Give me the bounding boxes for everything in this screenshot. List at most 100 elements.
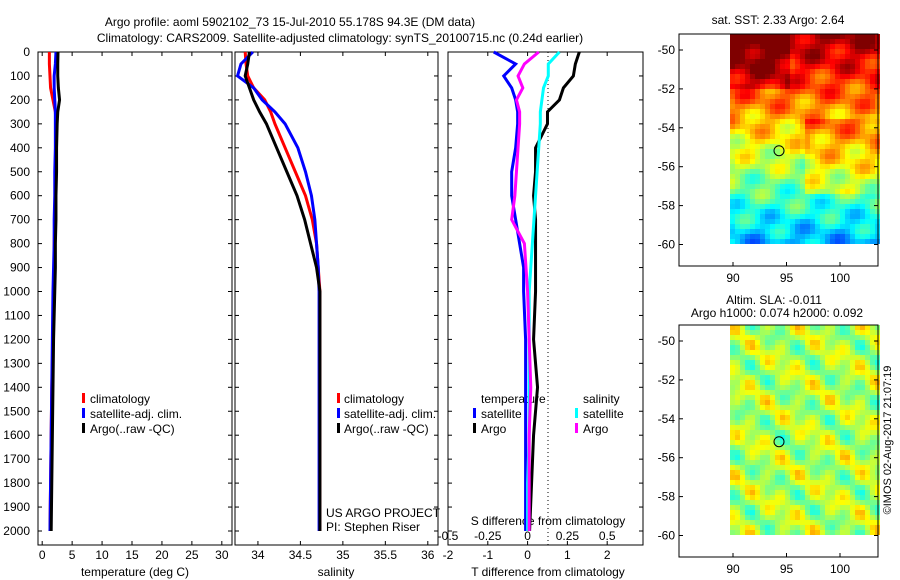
heatmap-cell — [765, 415, 770, 420]
heatmap-cell — [780, 119, 785, 124]
heatmap-cell — [855, 380, 860, 385]
heatmap-cell — [840, 159, 845, 164]
heatmap-cell — [755, 420, 760, 425]
heatmap-cell — [730, 69, 735, 74]
heatmap-cell — [735, 184, 740, 189]
heatmap-cell — [785, 64, 790, 69]
heatmap-cell — [845, 380, 850, 385]
heatmap-cell — [765, 89, 770, 94]
heatmap-cell — [825, 209, 830, 214]
heatmap-cell — [790, 425, 795, 430]
heatmap-cell — [755, 390, 760, 395]
heatmap-cell — [805, 84, 810, 89]
heatmap-cell — [730, 445, 735, 450]
heatmap-cell — [815, 435, 820, 440]
heatmap-cell — [735, 495, 740, 500]
heatmap-cell — [785, 214, 790, 219]
heatmap-cell — [805, 425, 810, 430]
heatmap-cell — [780, 505, 785, 510]
heatmap-cell — [835, 420, 840, 425]
heatmap-cell — [825, 330, 830, 335]
heatmap-cell — [775, 510, 780, 515]
heatmap-cell — [785, 515, 790, 520]
heatmap-cell — [760, 405, 765, 410]
heatmap-cell — [770, 104, 775, 109]
heatmap-cell — [840, 370, 845, 375]
heatmap-cell — [735, 470, 740, 475]
heatmap-cell — [815, 209, 820, 214]
heatmap-cell — [805, 124, 810, 129]
heatmap-cell — [785, 94, 790, 99]
heatmap-cell — [740, 445, 745, 450]
heatmap-cell — [730, 420, 735, 425]
heatmap-cell — [860, 94, 865, 99]
depth-tick-label: 1800 — [3, 476, 30, 490]
heatmap-cell — [745, 370, 750, 375]
heatmap-cell — [865, 415, 870, 420]
heatmap-cell — [750, 505, 755, 510]
heatmap-cell — [835, 385, 840, 390]
heatmap-cell — [850, 179, 855, 184]
heatmap-cell — [810, 139, 815, 144]
heatmap-cell — [735, 335, 740, 340]
heatmap-cell — [750, 530, 755, 535]
heatmap-cell — [740, 74, 745, 79]
heatmap-cell — [785, 169, 790, 174]
heatmap-cell — [760, 340, 765, 345]
depth-tick-label: 500 — [10, 165, 30, 179]
heatmap-cell — [785, 460, 790, 465]
heatmap-cell — [780, 134, 785, 139]
heatmap-cell — [835, 214, 840, 219]
heatmap-cell — [765, 94, 770, 99]
heatmap-cell — [780, 69, 785, 74]
heatmap-cell — [860, 405, 865, 410]
heatmap-cell — [825, 139, 830, 144]
depth-tick-label: 900 — [10, 261, 30, 275]
legend-label-argo: Argo(..raw -QC) — [344, 422, 429, 436]
heatmap-cell — [830, 94, 835, 99]
heatmap-cell — [795, 530, 800, 535]
heatmap-cell — [865, 74, 870, 79]
heatmap-cell — [730, 139, 735, 144]
heatmap-cell — [850, 360, 855, 365]
heatmap-cell — [750, 420, 755, 425]
legend-label-t-satellite: satellite — [481, 407, 522, 421]
heatmap-cell — [765, 204, 770, 209]
heatmap-cell — [775, 475, 780, 480]
depth-tick-label: 800 — [10, 237, 30, 251]
heatmap-cell — [810, 525, 815, 530]
heatmap-cell — [785, 224, 790, 229]
heatmap-cell — [810, 99, 815, 104]
heatmap-cell — [750, 410, 755, 415]
s-diff-tick-label: -0.5 — [438, 529, 459, 543]
heatmap-cell — [790, 74, 795, 79]
heatmap-cell — [750, 495, 755, 500]
heatmap-cell — [785, 164, 790, 169]
heatmap-cell — [765, 34, 770, 39]
heatmap-cell — [750, 144, 755, 149]
heatmap-cell — [805, 415, 810, 420]
heatmap-cell — [795, 410, 800, 415]
heatmap-cell — [750, 219, 755, 224]
heatmap-cell — [730, 214, 735, 219]
heatmap-cell — [860, 440, 865, 445]
heatmap-cell — [815, 450, 820, 455]
heatmap-cell — [855, 234, 860, 239]
heatmap-cell — [830, 365, 835, 370]
heatmap-cell — [865, 189, 870, 194]
heatmap-cell — [855, 189, 860, 194]
heatmap-cell — [765, 109, 770, 114]
heatmap-cell — [770, 224, 775, 229]
heatmap-cell — [825, 239, 830, 244]
heatmap-cell — [790, 400, 795, 405]
heatmap-cell — [865, 109, 870, 114]
heatmap-cell — [850, 395, 855, 400]
heatmap-cell — [820, 209, 825, 214]
heatmap-cell — [845, 69, 850, 74]
heatmap-cell — [850, 410, 855, 415]
heatmap-cell — [845, 159, 850, 164]
heatmap-cell — [835, 114, 840, 119]
heatmap-cell — [770, 64, 775, 69]
heatmap-cell — [860, 219, 865, 224]
heatmap-cell — [820, 219, 825, 224]
